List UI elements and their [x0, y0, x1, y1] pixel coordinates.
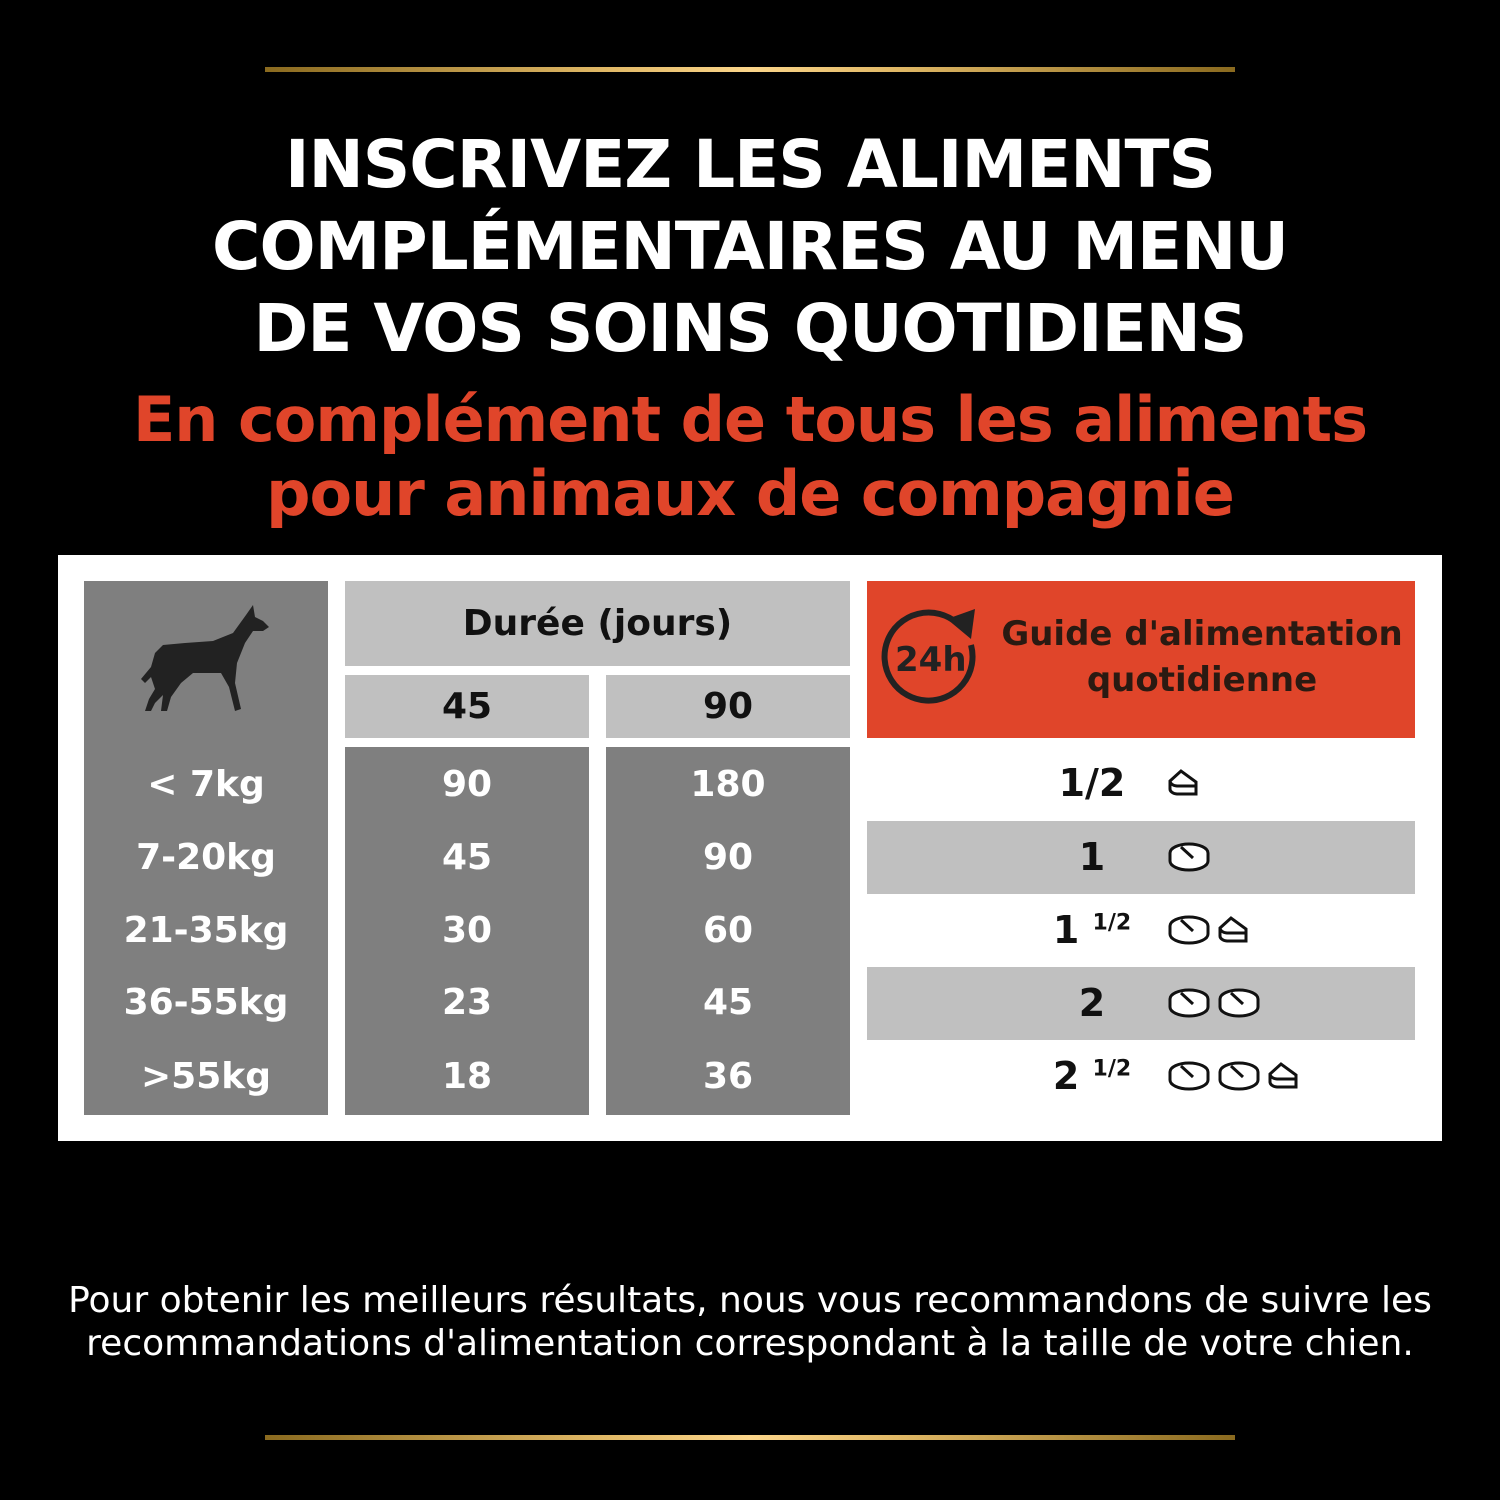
- dose-row: 2 1/2: [867, 1040, 1415, 1113]
- tablet-icon: [1167, 841, 1211, 879]
- column-45: 90 45 30 23 18: [345, 747, 589, 1115]
- value-cell: 36: [702, 1056, 754, 1097]
- tablet-icon: [1167, 987, 1211, 1025]
- 24h-clock-icon: 24h: [881, 609, 976, 704]
- dose-row: 2: [867, 967, 1415, 1040]
- dose-whole: 2: [1078, 981, 1106, 1025]
- svg-text:24h: 24h: [895, 640, 967, 680]
- dose-amount: 1 1/2: [1037, 908, 1147, 952]
- tablet-icons: [1167, 914, 1249, 952]
- weight-label: 21-35kg: [123, 910, 289, 951]
- dose-fraction: 1/2: [1092, 1056, 1132, 1082]
- dose-amount: 1: [1037, 835, 1147, 879]
- footer-line: recommandations d'alimentation correspon…: [86, 1323, 1414, 1364]
- half-tablet-icon: [1167, 767, 1199, 805]
- value-cell: 180: [690, 764, 766, 805]
- gold-divider-bottom: [265, 1435, 1235, 1440]
- tablet-icon: [1167, 1060, 1211, 1098]
- headline-line: INSCRIVEZ LES ALIMENTS: [284, 126, 1216, 203]
- dose-amount: 1/2: [1037, 761, 1147, 805]
- headline-line: DE VOS SOINS QUOTIDIENS: [253, 290, 1248, 367]
- dog-icon: [141, 605, 269, 711]
- weight-column: < 7kg 7-20kg 21-35kg 36-55kg >55kg: [84, 581, 328, 1115]
- dose-fraction: 1/2: [1092, 910, 1132, 936]
- headline-line: COMPLÉMENTAIRES AU MENU: [212, 208, 1289, 285]
- tablet-icons: [1167, 767, 1199, 805]
- value-cell: 18: [441, 1056, 493, 1097]
- value-cell: 45: [702, 982, 754, 1023]
- column-90: 180 90 60 45 36: [606, 747, 850, 1115]
- tablet-icons: [1167, 841, 1211, 879]
- tablet-icons: [1167, 987, 1261, 1025]
- dose-row: 1: [867, 821, 1415, 894]
- value-cell: 45: [441, 837, 493, 878]
- dose-amount: 2 1/2: [1037, 1054, 1147, 1098]
- duration-header: Durée (jours): [345, 581, 850, 666]
- tablet-icons: [1167, 1060, 1299, 1098]
- dose-whole: 2: [1052, 1054, 1080, 1098]
- guide-header: 24h Guide d'alimentation quotidienne: [867, 581, 1415, 738]
- dose-amount: 2: [1037, 981, 1147, 1025]
- half-tablet-icon: [1217, 914, 1249, 952]
- duration-45-header: 45: [345, 675, 589, 738]
- half-tablet-icon: [1267, 1060, 1299, 1098]
- tablet-icon: [1217, 1060, 1261, 1098]
- weight-label: < 7kg: [147, 764, 265, 805]
- duration-90-header: 90: [606, 675, 850, 738]
- dose-whole: 1/2: [1058, 761, 1126, 805]
- weight-label: >55kg: [141, 1056, 271, 1097]
- value-cell: 90: [441, 764, 493, 805]
- guide-title: Guide d'alimentation: [1001, 614, 1403, 654]
- subtitle-line: pour animaux de compagnie: [266, 457, 1235, 530]
- tablet-icon: [1167, 914, 1211, 952]
- value-cell: 90: [702, 837, 754, 878]
- footer-note: Pour obtenir les meilleurs résultats, no…: [0, 1279, 1500, 1365]
- footer-line: Pour obtenir les meilleurs résultats, no…: [68, 1280, 1432, 1321]
- value-cell: 23: [441, 982, 493, 1023]
- value-cell: 60: [702, 910, 754, 951]
- feeding-table: < 7kg 7-20kg 21-35kg 36-55kg >55kg Durée…: [58, 555, 1442, 1141]
- dose-row: 1/2: [867, 747, 1415, 820]
- subtitle-line: En complément de tous les aliments: [132, 383, 1368, 456]
- dose-whole: 1: [1052, 908, 1080, 952]
- weight-label: 36-55kg: [123, 982, 289, 1023]
- tablet-icon: [1217, 987, 1261, 1025]
- guide-title: quotidienne: [1086, 660, 1318, 700]
- headline: INSCRIVEZ LES ALIMENTS COMPLÉMENTAIRES A…: [0, 124, 1500, 370]
- weight-label: 7-20kg: [136, 837, 276, 878]
- value-cell: 30: [441, 910, 493, 951]
- subtitle: En complément de tous les aliments pour …: [0, 383, 1500, 531]
- gold-divider-top: [265, 67, 1235, 72]
- dose-whole: 1: [1078, 835, 1106, 879]
- dose-row: 1 1/2: [867, 894, 1415, 967]
